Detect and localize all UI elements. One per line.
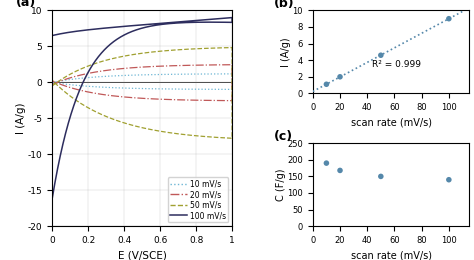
Point bbox=[336, 75, 344, 79]
Text: R² = 0.999: R² = 0.999 bbox=[372, 60, 421, 69]
X-axis label: scan rate (mV/s): scan rate (mV/s) bbox=[351, 250, 431, 260]
Y-axis label: I (A/g): I (A/g) bbox=[16, 102, 26, 134]
X-axis label: scan rate (mV/s): scan rate (mV/s) bbox=[351, 118, 431, 128]
Text: (c): (c) bbox=[273, 130, 293, 143]
Point bbox=[336, 168, 344, 172]
Point bbox=[445, 17, 453, 21]
Y-axis label: C (F/g): C (F/g) bbox=[276, 168, 286, 201]
Point bbox=[377, 174, 384, 178]
Y-axis label: I (A/g): I (A/g) bbox=[281, 37, 291, 67]
Point bbox=[445, 178, 453, 182]
Point bbox=[377, 53, 384, 57]
Point bbox=[323, 82, 330, 86]
Text: (b): (b) bbox=[273, 0, 294, 10]
X-axis label: E (V/SCE): E (V/SCE) bbox=[118, 250, 166, 260]
Point bbox=[323, 161, 330, 165]
Legend: 10 mV/s, 20 mV/s, 50 mV/s, 100 mV/s: 10 mV/s, 20 mV/s, 50 mV/s, 100 mV/s bbox=[168, 177, 228, 222]
Text: (a): (a) bbox=[16, 0, 36, 9]
